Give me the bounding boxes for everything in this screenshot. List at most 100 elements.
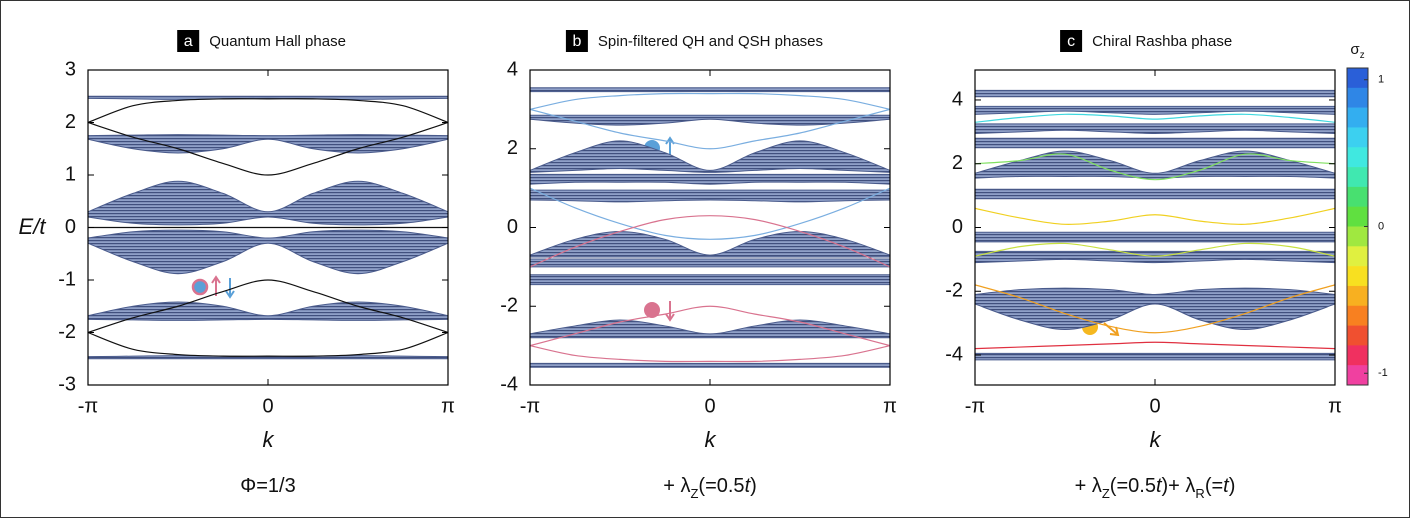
colorbar-step <box>1347 325 1368 346</box>
caption-part: z <box>1360 50 1365 61</box>
band <box>975 89 1335 98</box>
band <box>530 274 890 286</box>
edge-state <box>975 153 1335 181</box>
caption-part: t <box>1223 475 1230 497</box>
band <box>975 123 1335 134</box>
band <box>530 319 890 339</box>
spin-icon-a <box>191 275 235 299</box>
edge-state <box>530 215 890 268</box>
panel-label: b <box>572 33 581 50</box>
y-tick-label: -3 <box>58 373 76 395</box>
panel-title: Spin-filtered QH and QSH phases <box>598 33 823 50</box>
edge-state <box>975 284 1335 334</box>
caption-part: ) <box>1229 475 1236 497</box>
colorbar-step <box>1347 206 1368 227</box>
x-tick-label: 0 <box>1149 395 1160 417</box>
x-tick-label: π <box>1328 395 1342 417</box>
band <box>530 230 890 258</box>
y-tick-label: 2 <box>507 137 518 159</box>
x-axis-label: k <box>705 427 717 452</box>
caption-part: + λ <box>663 475 690 497</box>
colorbar-step <box>1347 167 1368 188</box>
plot-area <box>88 95 448 360</box>
edge-state <box>530 108 890 150</box>
caption: + λZ(=0.5t)+ λR(=t) <box>1075 475 1236 501</box>
x-tick-label: -π <box>520 395 540 417</box>
colorbar-step <box>1347 246 1368 267</box>
colorbar-tick-label: -1 <box>1378 367 1388 379</box>
y-tick-label: -4 <box>500 373 518 395</box>
caption-part: t <box>1156 475 1163 497</box>
y-tick-label: -2 <box>500 295 518 317</box>
band <box>530 258 890 268</box>
colorbar-step <box>1347 127 1368 148</box>
caption-part: Φ=1/3 <box>240 475 295 497</box>
edge-state <box>530 187 890 240</box>
colorbar-step <box>1347 266 1368 287</box>
y-tick-label: 4 <box>952 88 963 110</box>
caption-part: Z <box>1102 486 1110 501</box>
colorbar-step <box>1347 345 1368 366</box>
spin-down-icon-b <box>644 301 675 322</box>
band <box>88 229 448 275</box>
caption-part: (= <box>1205 475 1223 497</box>
colorbar-step <box>1347 87 1368 108</box>
y-tick-label: -4 <box>945 343 963 365</box>
x-tick-label: π <box>441 395 455 417</box>
y-tick-label: 0 <box>65 216 76 238</box>
x-tick-label: 0 <box>262 395 273 417</box>
x-axis-label: k <box>263 427 275 452</box>
panel-label: c <box>1067 33 1075 50</box>
edge-state <box>530 345 890 363</box>
band <box>530 87 890 93</box>
caption-part: (=0.5 <box>1110 475 1156 497</box>
y-tick-label: 3 <box>65 58 76 80</box>
x-tick-label: 0 <box>704 395 715 417</box>
y-tick-label: 0 <box>507 216 518 238</box>
y-tick-label: 4 <box>507 58 518 80</box>
x-tick-label: -π <box>965 395 985 417</box>
colorbar-step <box>1347 365 1368 386</box>
band <box>975 150 1335 179</box>
caption-part: t <box>745 475 752 497</box>
y-tick-label: 2 <box>952 152 963 174</box>
caption-part: (=0.5 <box>698 475 744 497</box>
band <box>530 114 890 126</box>
band <box>975 352 1335 361</box>
panel-title: Quantum Hall phase <box>209 33 346 50</box>
caption-part: )+ λ <box>1162 475 1196 497</box>
panel-label: a <box>184 33 193 50</box>
edge-state <box>975 207 1335 225</box>
caption: + λZ(=0.5t) <box>663 475 757 501</box>
edge-state <box>530 92 890 110</box>
band <box>975 250 1335 264</box>
band <box>975 188 1335 200</box>
plot-area <box>975 89 1335 361</box>
y-tick-label: -1 <box>58 268 76 290</box>
y-tick-label: 1 <box>65 163 76 185</box>
panel-title: Chiral Rashba phase <box>1092 33 1232 50</box>
colorbar-tick-label: 0 <box>1378 220 1384 232</box>
colorbar-step <box>1347 305 1368 326</box>
edge-state <box>530 305 890 347</box>
caption-part: Z <box>690 486 698 501</box>
band <box>88 180 448 226</box>
edge-state <box>975 242 1335 257</box>
colorbar-step <box>1347 68 1368 89</box>
band <box>975 231 1335 243</box>
y-tick-label: 0 <box>952 216 963 238</box>
band <box>530 362 890 368</box>
y-axis-label: E/t <box>19 214 47 239</box>
band <box>530 173 890 185</box>
edge-state <box>88 98 448 124</box>
band <box>975 137 1335 149</box>
colorbar-step <box>1347 285 1368 307</box>
caption: σz <box>1350 41 1364 61</box>
band <box>530 189 890 203</box>
edge-state <box>88 121 448 176</box>
caption-part: σ <box>1350 41 1360 58</box>
x-tick-label: π <box>883 395 897 417</box>
edge-state <box>975 341 1335 350</box>
